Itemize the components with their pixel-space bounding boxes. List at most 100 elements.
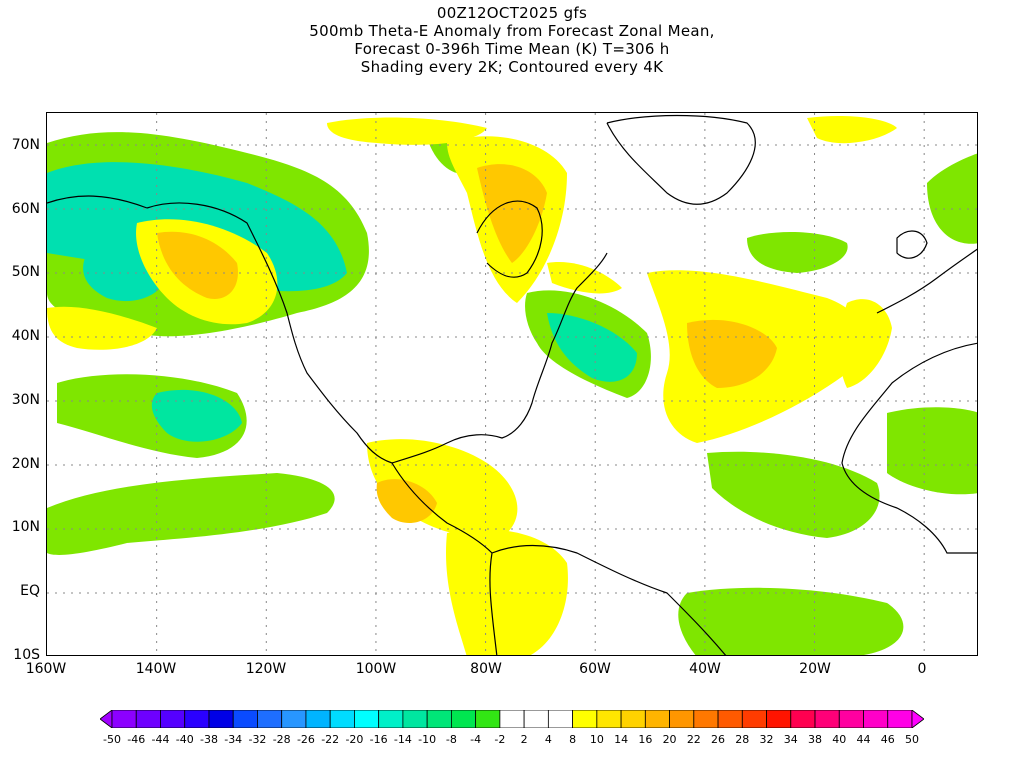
coast-africa [841, 342, 977, 554]
colorbar-swatch [111, 710, 137, 728]
neg-anomaly-south-atlantic [678, 587, 904, 655]
colorbar-swatch [572, 710, 598, 728]
pos-anomaly-labrador [547, 262, 622, 294]
neg-anomaly-greenland-east [927, 153, 977, 244]
colorbar-tick-label: 34 [783, 733, 798, 746]
colorbar-swatch [547, 710, 574, 728]
colorbar-swatch [523, 710, 549, 728]
lat-label-10s: 10S [13, 647, 40, 663]
lat-label-60n: 60N [11, 201, 40, 217]
lon-label-0: 0 [917, 661, 927, 677]
pos-anomaly-central-america-core [376, 479, 437, 523]
colorbar-swatch [475, 710, 501, 728]
map-svg [47, 113, 977, 655]
lon-label-160w: 160W [25, 661, 67, 677]
colorbar-tick-label: 44 [856, 733, 871, 746]
colorbar-tick-label: -16 [369, 733, 388, 746]
colorbar-tick-label: -20 [345, 733, 364, 746]
lon-label-20w: 20W [799, 661, 831, 677]
colorbar-swatch [281, 710, 307, 728]
title-line-2: 500mb Theta-E Anomaly from Forecast Zona… [309, 22, 715, 40]
colorbar-swatch [717, 710, 743, 728]
colorbar-swatch [184, 710, 210, 728]
colorbar-swatch [669, 710, 695, 728]
colorbar-tick-label: -34 [224, 733, 243, 746]
colorbar-swatch [790, 710, 816, 728]
pos-anomaly-south-america [446, 529, 568, 655]
colorbar-tick-label: 50 [905, 733, 919, 746]
pos-anomaly-nw-pacific [47, 306, 157, 350]
pos-anomaly-baffin [327, 117, 487, 145]
colorbar-max-arrow [911, 710, 924, 728]
colorbar-tick-label: 8 [569, 733, 577, 746]
colorbar-swatch [693, 710, 719, 728]
title-line-3: Forecast 0-396h Time Mean (K) T=306 h [354, 40, 670, 58]
coast-south-america [491, 544, 727, 655]
colorbar-swatch [450, 710, 477, 728]
neg-anomaly-tropical-pacific [47, 473, 335, 555]
colorbar-swatch [741, 710, 767, 728]
chart-title: 00Z12OCT2025 gfs 500mb Theta-E Anomaly f… [0, 4, 1024, 76]
colorbar-tick-label: -22 [321, 733, 340, 746]
colorbar-tick-label: 26 [711, 733, 726, 746]
lat-label-20n: 20N [11, 456, 40, 472]
coast-gulf-coast [391, 252, 608, 464]
lat-label-50n: 50N [11, 264, 40, 280]
colorbar-tick-label: 28 [735, 733, 750, 746]
colorbar-swatch [208, 710, 234, 728]
lat-label-70n: 70N [11, 137, 40, 153]
title-line-4: Shading every 2K; Contoured every 4K [360, 58, 664, 76]
lat-label-eq: EQ [20, 583, 40, 599]
lon-label-60w: 60W [579, 661, 611, 677]
coast-north-america-west [146, 202, 393, 464]
colorbar-swatch [596, 710, 622, 728]
neg-anomaly-tropical-atlantic [707, 451, 880, 538]
pos-anomaly-iberia [839, 299, 892, 388]
coastlines [47, 114, 977, 655]
colorbar-tick-label: -28 [272, 733, 291, 746]
colorbar-swatch [160, 710, 186, 728]
neg-anomaly-nw-atlantic-core [547, 313, 637, 382]
lon-label-140w: 140W [135, 661, 177, 677]
anomaly-shading [47, 116, 977, 655]
colorbar-swatch [426, 710, 452, 728]
colorbar-swatch [838, 710, 864, 728]
colorbar-tick-label: -4 [470, 733, 482, 746]
pos-anomaly-central-atlantic-core [687, 319, 777, 388]
coast-south-america-west [489, 552, 498, 655]
pos-anomaly-north-atlantic [807, 116, 897, 144]
coast-alaska [47, 195, 148, 209]
colorbar-tick-label: 38 [808, 733, 823, 746]
colorbar-swatch [402, 710, 428, 728]
lon-label-40w: 40W [689, 661, 721, 677]
lon-label-100w: 100W [355, 661, 397, 677]
colorbar-swatch [378, 710, 404, 728]
lat-label-30n: 30N [11, 392, 40, 408]
coast-hudson-bay [476, 200, 543, 278]
colorbar-swatch [863, 710, 889, 728]
coast-central-america [391, 462, 493, 554]
colorbar-swatch [814, 710, 840, 728]
colorbar-tick-label: 32 [759, 733, 774, 746]
colorbar-tick-label: -38 [199, 733, 218, 746]
map-panel [46, 112, 978, 656]
pos-anomaly-gulf-mexico [367, 439, 518, 537]
colorbar-tick-label: -46 [127, 733, 146, 746]
colorbar-swatch [257, 710, 283, 728]
colorbar-swatch [499, 710, 525, 728]
colorbar-swatch [305, 710, 331, 728]
colorbar-tick-label: 4 [544, 733, 552, 746]
colorbar-swatch [766, 710, 792, 728]
lat-label-40n: 40N [11, 328, 40, 344]
colorbar [100, 710, 924, 728]
colorbar-swatch [887, 710, 913, 728]
colorbar-tick-label: -10 [418, 733, 437, 746]
title-line-1: 00Z12OCT2025 gfs [436, 4, 588, 22]
lon-label-80w: 80W [470, 661, 502, 677]
coast-europe [876, 248, 977, 314]
colorbar-tick-label: 2 [520, 733, 528, 746]
colorbar-tick-label: -50 [103, 733, 121, 746]
colorbar-tick-label: -44 [151, 733, 170, 746]
colorbar-min-arrow [100, 710, 113, 728]
colorbar-tick-label: 46 [880, 733, 895, 746]
